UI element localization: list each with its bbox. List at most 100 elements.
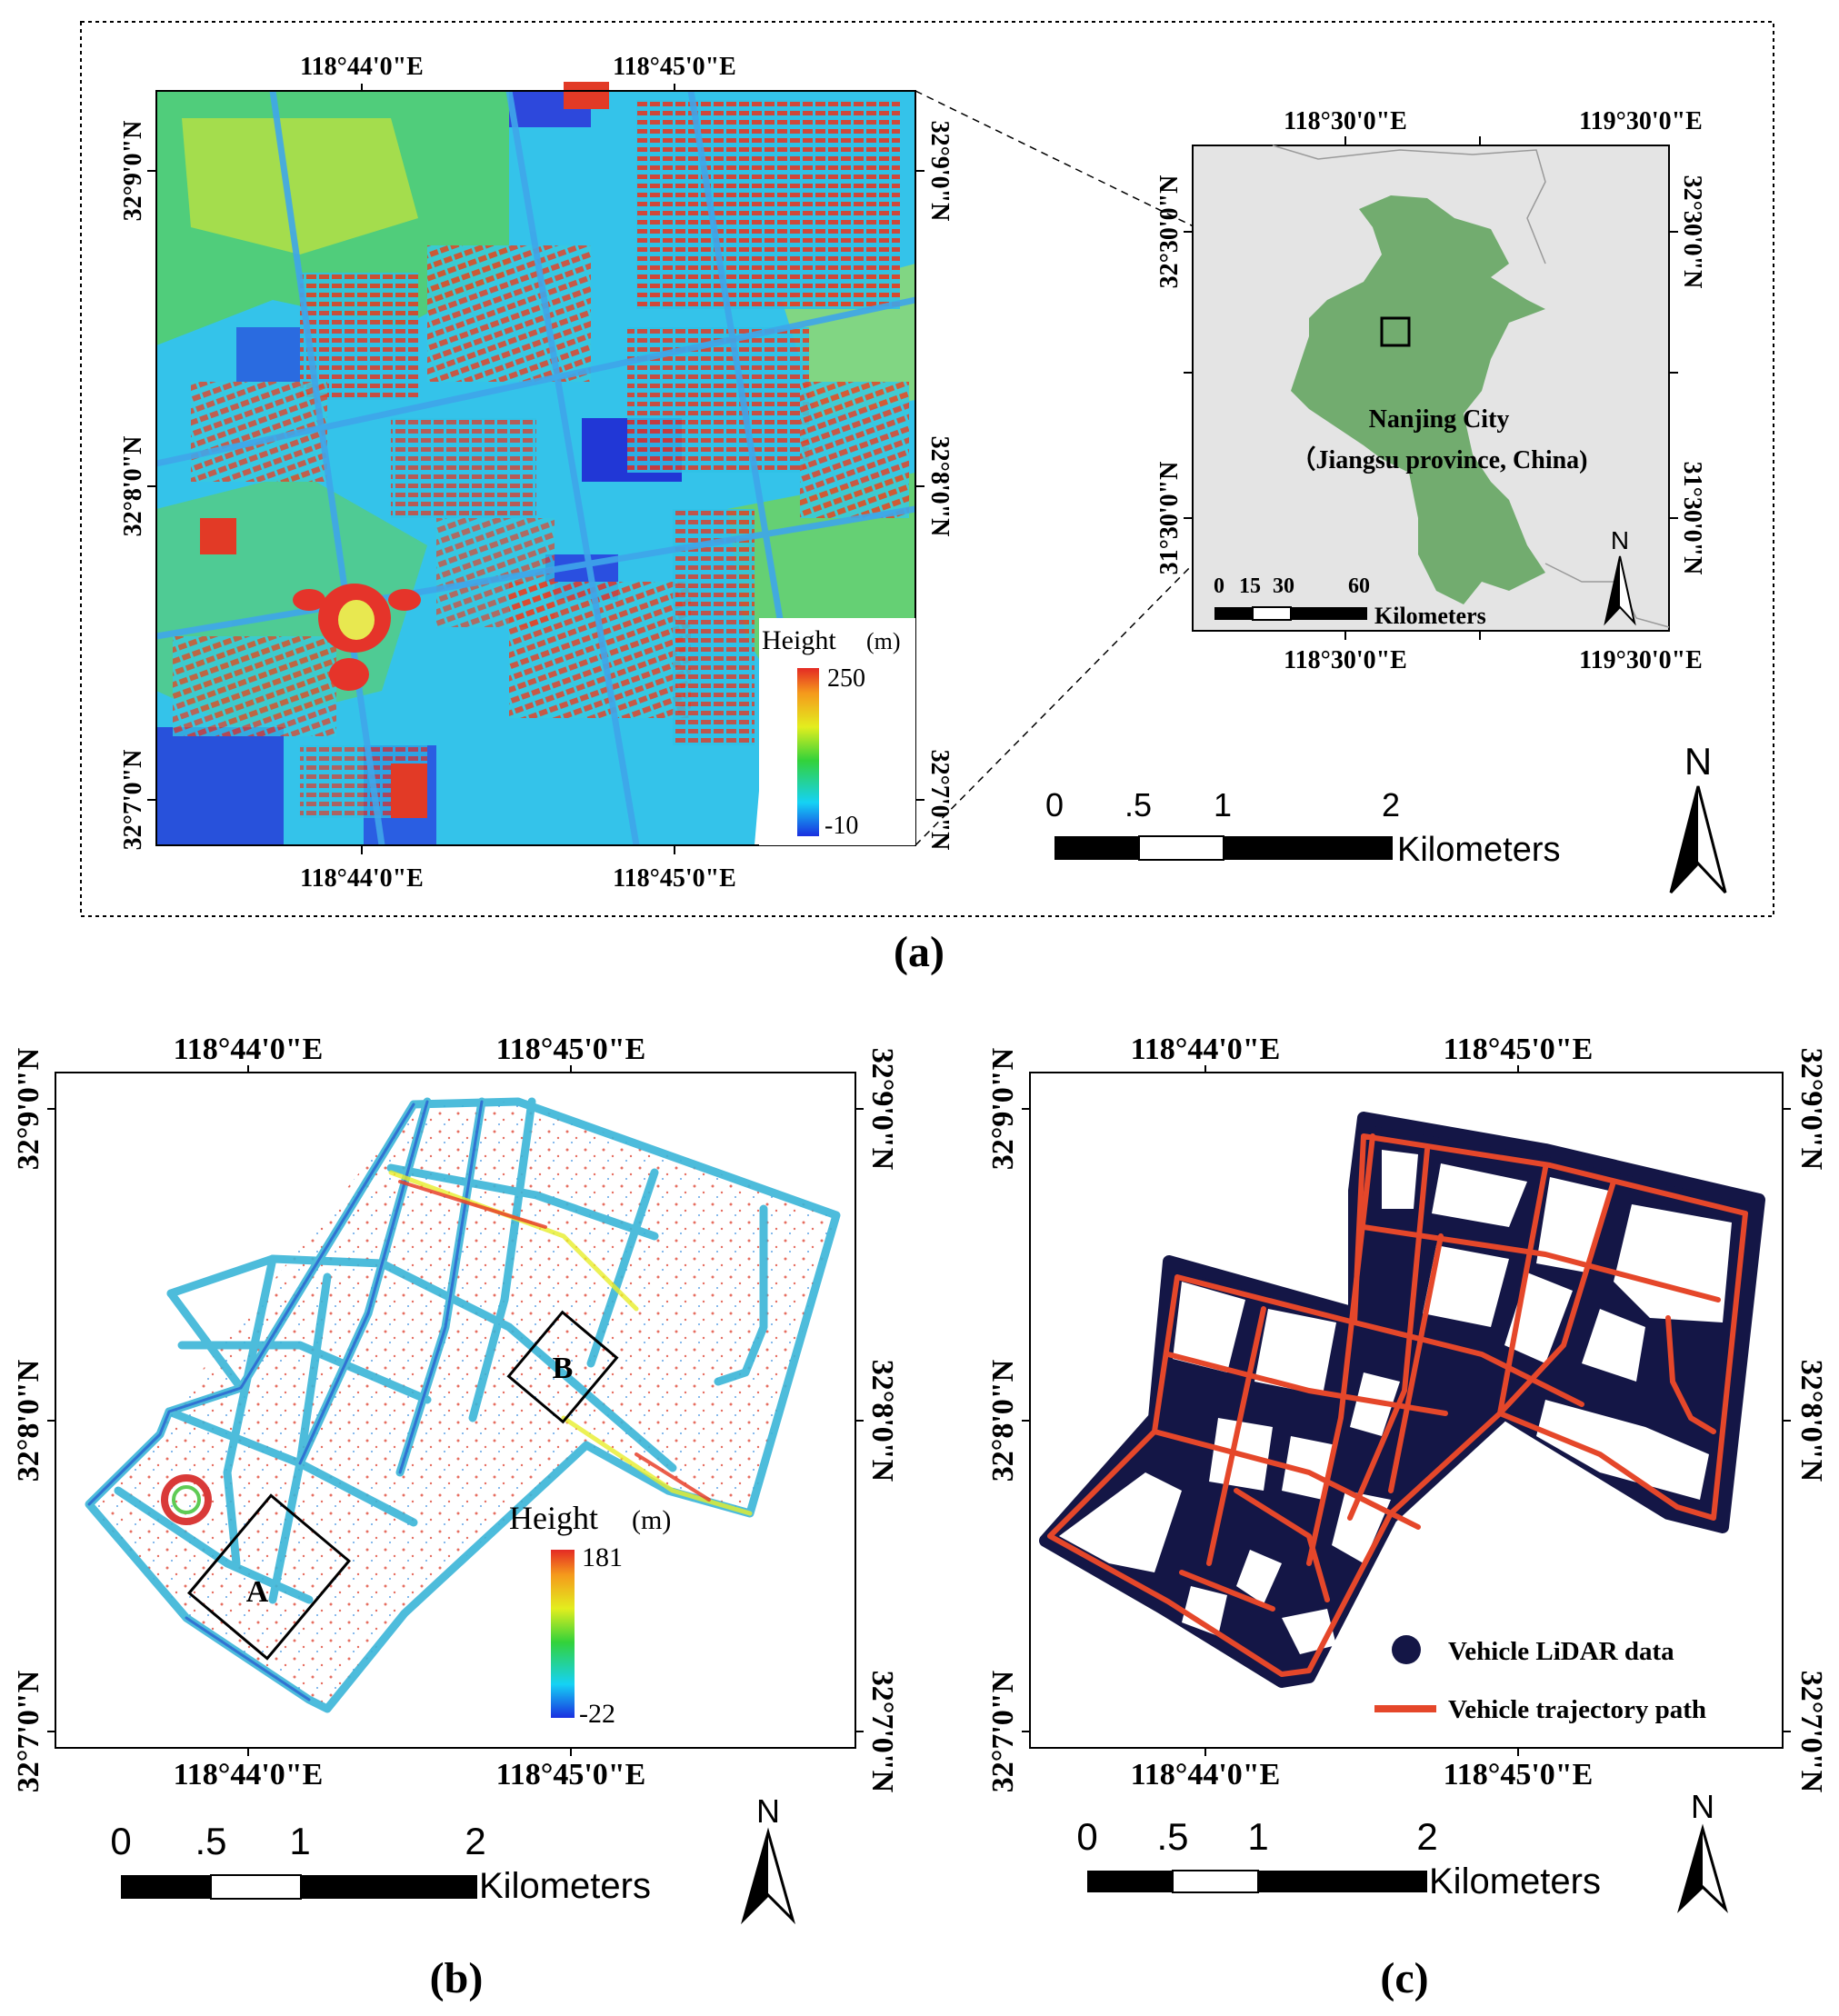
scale-b-0: 0 xyxy=(110,1820,131,1862)
lidar-map-border xyxy=(155,90,916,846)
inset-bottom-lon-1: 118°30'0"E xyxy=(1284,646,1407,674)
b-bottom-lon-2: 118°45'0"E xyxy=(496,1758,646,1791)
scale-bar-c: 0 .5 1 2 Kilometers xyxy=(1076,1815,1601,1901)
inset-scale-unit: Kilometers xyxy=(1374,603,1486,629)
scale-c-2: 2 xyxy=(1416,1815,1437,1858)
scale-c-05: .5 xyxy=(1156,1815,1188,1858)
b-right-lat-3: 32°7'0"N xyxy=(865,1671,899,1793)
inset-right-lat-2: 31°30'0"N xyxy=(1678,462,1706,575)
lidar-road-network-b xyxy=(85,1097,841,1713)
height-legend-b-title: Height xyxy=(509,1500,598,1536)
scale-bar-a: 0 .5 1 2 Kilometers xyxy=(1045,786,1561,869)
b-right-lat-2: 32°8'0"N xyxy=(865,1360,899,1482)
box-b-label: B xyxy=(553,1352,574,1385)
inset-map: Nanjing City （Jiangsu province, China) 0… xyxy=(1192,145,1670,632)
legend-lidar-label: Vehicle LiDAR data xyxy=(1448,1637,1674,1666)
c-left-lat-3: 32°7'0"N xyxy=(986,1670,1020,1792)
c-top-lon-1: 118°44'0"E xyxy=(1131,1033,1281,1066)
scale-bar-b: 0 .5 1 2 Kilometers xyxy=(110,1820,651,1906)
scale-c-0: 0 xyxy=(1076,1815,1097,1858)
scale-c-1: 1 xyxy=(1247,1815,1268,1858)
a-top-lon-1: 118°44'0"E xyxy=(300,53,424,81)
c-bottom-lon-1: 118°44'0"E xyxy=(1131,1758,1281,1791)
svg-text:N: N xyxy=(1691,1788,1714,1825)
a-right-lat-3: 32°7'0"N xyxy=(925,750,954,851)
trajectory-legend: Vehicle LiDAR data Vehicle trajectory pa… xyxy=(1364,1622,1764,1724)
scale-b-2: 2 xyxy=(465,1820,485,1862)
c-left-lat-1: 32°9'0"N xyxy=(986,1047,1020,1170)
legend-trajectory-label: Vehicle trajectory path xyxy=(1448,1695,1706,1724)
panel-a-frame xyxy=(80,21,1774,917)
height-legend-b: Height (m) 181 -22 xyxy=(509,1500,671,1729)
inset-scale-15: 15 xyxy=(1239,574,1261,598)
c-right-lat-1: 32°9'0"N xyxy=(1794,1048,1828,1171)
box-b: B xyxy=(506,1310,619,1424)
region-label-2: （Jiangsu province, China) xyxy=(1291,444,1588,474)
c-right-lat-2: 32°8'0"N xyxy=(1794,1360,1828,1482)
a-bottom-lon-1: 118°44'0"E xyxy=(300,864,424,893)
scale-a-1: 1 xyxy=(1214,786,1232,823)
b-top-lon-1: 118°44'0"E xyxy=(174,1033,324,1066)
height-legend-a-unit: (m) xyxy=(866,628,901,654)
a-right-lat-2: 32°8'0"N xyxy=(925,436,954,537)
c-bottom-lon-2: 118°45'0"E xyxy=(1444,1758,1594,1791)
height-legend-b-unit: (m) xyxy=(632,1505,671,1535)
inset-right-lat-1: 32°30'0"N xyxy=(1678,175,1706,289)
height-legend-a-title: Height xyxy=(762,625,836,655)
height-legend-a-min: -10 xyxy=(825,812,858,840)
box-a-label: A xyxy=(246,1575,269,1609)
block-interiors xyxy=(1059,1150,1732,1654)
scale-b-unit: Kilometers xyxy=(479,1866,651,1906)
height-legend-b-max: 181 xyxy=(582,1542,623,1572)
study-area-box xyxy=(1380,316,1411,347)
inset-bottom-lon-2: 119°30'0"E xyxy=(1579,646,1703,674)
height-legend-a-ramp xyxy=(797,668,819,836)
inset-scale-bar: 0 15 30 60 Kilometers xyxy=(1214,574,1486,629)
inset-scale-30: 30 xyxy=(1273,574,1294,598)
north-arrow-a: N xyxy=(1669,740,1727,894)
panel-b: A B Height (m) 181 -22 118°44'0"E 118°45… xyxy=(12,1033,899,2002)
height-legend-b-ramp xyxy=(551,1550,575,1718)
scale-a-unit: Kilometers xyxy=(1397,831,1561,869)
inset-top-lon-2: 119°30'0"E xyxy=(1579,107,1703,135)
panel-c: Vehicle LiDAR data Vehicle trajectory pa… xyxy=(986,1033,1828,2002)
scale-c-unit: Kilometers xyxy=(1429,1861,1601,1901)
region-label-1: Nanjing City xyxy=(1369,405,1510,434)
inset-scale-0: 0 xyxy=(1214,574,1224,598)
inset-top-lon-1: 118°30'0"E xyxy=(1284,107,1407,135)
inset-north-arrow: N xyxy=(1604,526,1636,626)
a-left-lat-2: 32°8'0"N xyxy=(119,436,147,537)
b-bottom-lon-1: 118°44'0"E xyxy=(174,1758,324,1791)
svg-text:N: N xyxy=(756,1792,780,1830)
svg-text:N: N xyxy=(1684,740,1712,783)
north-arrow-b: N xyxy=(741,1792,795,1925)
b-left-lat-2: 32°8'0"N xyxy=(12,1359,45,1482)
inset-left-lat-2: 31°30'0"N xyxy=(1155,462,1184,575)
vehicle-trajectory-path xyxy=(1047,1133,1748,1677)
caption-c: (c) xyxy=(1380,1954,1428,2002)
c-left-lat-2: 32°8'0"N xyxy=(986,1359,1020,1482)
height-legend-b-min: -22 xyxy=(579,1699,615,1729)
panel-a: Height (m) 250 -10 118°44'0"E 118°45'0"E… xyxy=(80,21,1774,976)
c-top-lon-2: 118°45'0"E xyxy=(1444,1033,1594,1066)
height-legend-a-max: 250 xyxy=(827,664,865,693)
c-right-lat-3: 32°7'0"N xyxy=(1794,1671,1828,1793)
b-right-lat-1: 32°9'0"N xyxy=(865,1048,899,1171)
b-left-lat-1: 32°9'0"N xyxy=(12,1047,45,1170)
a-left-lat-1: 32°9'0"N xyxy=(119,121,147,222)
nanjing-region xyxy=(1291,195,1545,604)
box-a: A xyxy=(186,1493,352,1661)
a-bottom-lon-2: 118°45'0"E xyxy=(613,864,736,893)
caption-b: (b) xyxy=(430,1954,484,2002)
a-top-lon-2: 118°45'0"E xyxy=(613,53,736,81)
a-left-lat-3: 32°7'0"N xyxy=(119,750,147,851)
inset-left-lat-1: 32°30'0"N xyxy=(1155,175,1184,289)
svg-text:N: N xyxy=(1611,526,1629,554)
scale-a-2: 2 xyxy=(1382,786,1400,823)
a-right-lat-1: 32°9'0"N xyxy=(925,121,954,222)
scale-b-05: .5 xyxy=(195,1820,226,1862)
b-top-lon-2: 118°45'0"E xyxy=(496,1033,646,1066)
zoom-connector-top xyxy=(915,90,1383,319)
inset-scale-60: 60 xyxy=(1348,574,1370,598)
